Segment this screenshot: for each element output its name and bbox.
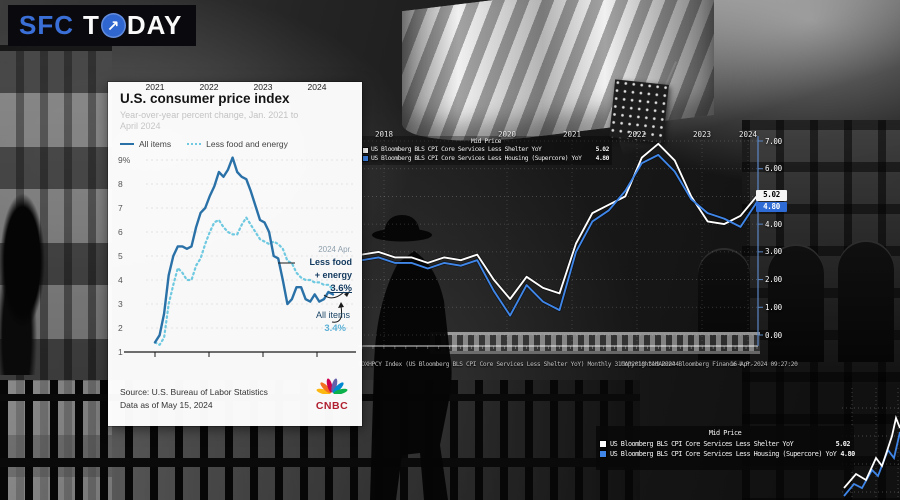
series-value: 5.02 [595, 146, 610, 153]
y-tick-label: 0.00 [765, 330, 782, 340]
last-value-tag-blue: 4.80 [756, 201, 787, 212]
white-series-swatch [599, 440, 607, 448]
y-tick-label: 6 [118, 227, 123, 237]
source-line: Source: U.S. Bureau of Labor Statistics [120, 387, 268, 397]
blue-series-swatch [362, 155, 369, 163]
x-tick-label: 2021 [145, 82, 165, 92]
annotation-all-items-label: All items [315, 310, 350, 320]
y-tick-label: 3.00 [765, 247, 782, 257]
stone-balustrade [430, 332, 760, 354]
lamppost-silhouette [0, 185, 56, 375]
blue-series-swatch [599, 450, 607, 458]
y-tick-label: 9% [118, 155, 131, 165]
y-tick-label: 3 [118, 299, 123, 309]
annotation-all-items-value: 3.4% [324, 323, 346, 334]
year-label: 2018 [374, 130, 394, 139]
cnbc-cpi-chart-card: U.S. consumer price index Year-over-year… [108, 82, 362, 426]
last-value-tag-white: 5.02 [756, 190, 787, 201]
x-tick-label: 2024 [307, 82, 327, 92]
legend-title: Mid Price [708, 429, 742, 437]
footer-index-info: CDXHPCY Index (US Bloomberg BLS CPI Core… [358, 361, 679, 368]
annotation-core-value: 3.6% [330, 283, 352, 294]
sfc-today-logo: SFC T ↗ DAY [8, 5, 197, 46]
terminal-footer: CDXHPCY Index (US Bloomberg BLS CPI Core… [358, 361, 816, 373]
chart-title: U.S. consumer price index [120, 91, 290, 106]
chart-legend: All items Less food and energy [120, 139, 288, 149]
year-label: 2020 [497, 130, 517, 139]
chart-subtitle-line2: April 2024 [120, 121, 161, 131]
cnbc-peacock-icon [316, 378, 348, 395]
logo-day-text: DAY [126, 10, 183, 40]
series-value: 4.80 [595, 154, 610, 162]
y-tick-label: 8 [118, 179, 123, 189]
y-tick-label: 5 [118, 251, 123, 261]
x-tick-label: 2022 [199, 82, 219, 92]
logo-trend-arrow-icon: ↗ [100, 13, 126, 38]
year-label: 2021 [562, 130, 582, 139]
y-tick-label: 2 [118, 323, 123, 333]
footer-copyright: Copyrighted 2024 Bloomberg Finance L.P. [621, 361, 753, 368]
x-tick-label: 2023 [253, 82, 273, 92]
cnbc-line-chart [124, 156, 356, 357]
y-tick-label: 2.00 [765, 275, 782, 285]
bloomberg-terminal-chart: Mid Price US Bloomberg BLS CPI Core Serv… [358, 130, 818, 380]
footer-timestamp: 16-Apr-2024 09:27:20 [730, 361, 798, 368]
legend-row-shelter: US Bloomberg BLS CPI Core Services Less … [599, 439, 851, 449]
y-tick-label: 1.00 [765, 302, 782, 312]
chart-subtitle: Year-over-year percent change, Jan. 2021… [120, 110, 299, 120]
legend-row-shelter: US Bloomberg BLS CPI Core Services Less … [362, 146, 610, 155]
year-label: 2024 [738, 130, 758, 139]
y-tick-label: 6.00 [765, 164, 782, 174]
y-tick-label: 1 [118, 347, 123, 357]
all-items-line-swatch [120, 143, 134, 145]
legend-title: Mid Price [470, 138, 502, 145]
annotation-leaders [278, 262, 345, 323]
year-label: 2023 [692, 130, 712, 139]
annotation-core-label-2: + energy [314, 270, 352, 280]
legend-row-supercore: US Bloomberg BLS CPI Core Services Less … [362, 154, 610, 164]
logo-sfc-text: SFC [19, 10, 74, 40]
pedestrian-silhouette [370, 215, 452, 500]
year-label: 2022 [627, 130, 647, 139]
cnbc-wordmark: CNBC [315, 400, 349, 412]
annotation-core-label: Less food [309, 257, 352, 267]
legend-item-all-items: All items [120, 139, 171, 149]
legend-item-core: Less food and energy [187, 139, 288, 149]
white-series-swatch [362, 146, 369, 154]
legend-row-supercore: US Bloomberg BLS CPI Core Services Less … [599, 449, 855, 459]
core-line-swatch [187, 143, 202, 145]
arched-doorway [768, 244, 824, 362]
as-of-line: Data as of May 15, 2024 [120, 400, 213, 410]
cnbc-logo: CNBC [312, 378, 352, 412]
annotation-arrowheads [338, 291, 350, 308]
bloomberg-legend-box-duplicate: Mid Price US Bloomberg BLS CPI Core Serv… [596, 426, 855, 470]
y-tick-label: 4 [118, 275, 123, 285]
logo-t-text: T [83, 10, 100, 40]
annotation-date: 2024 Apr. [318, 245, 352, 254]
bloomberg-legend-top: Mid Price US Bloomberg BLS CPI Core Serv… [360, 136, 612, 165]
y-tick-label: 7.00 [765, 136, 782, 146]
bloomberg-line-plot [358, 136, 763, 349]
y-tick-label: 4.00 [765, 219, 782, 229]
arched-doorway [838, 240, 894, 362]
y-tick-label: 7 [118, 203, 123, 213]
